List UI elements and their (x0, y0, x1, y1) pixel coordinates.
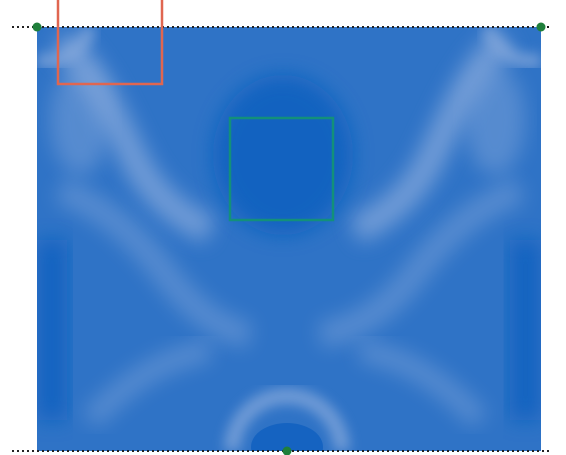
node-marker-bottom-center[interactable] (282, 446, 292, 455)
node-marker-top-left[interactable] (32, 22, 42, 32)
heatmap-bands (37, 27, 541, 451)
teal-selection-box[interactable] (228, 116, 335, 222)
red-selection-box[interactable] (56, 0, 164, 86)
node-marker-top-right[interactable] (536, 22, 546, 32)
